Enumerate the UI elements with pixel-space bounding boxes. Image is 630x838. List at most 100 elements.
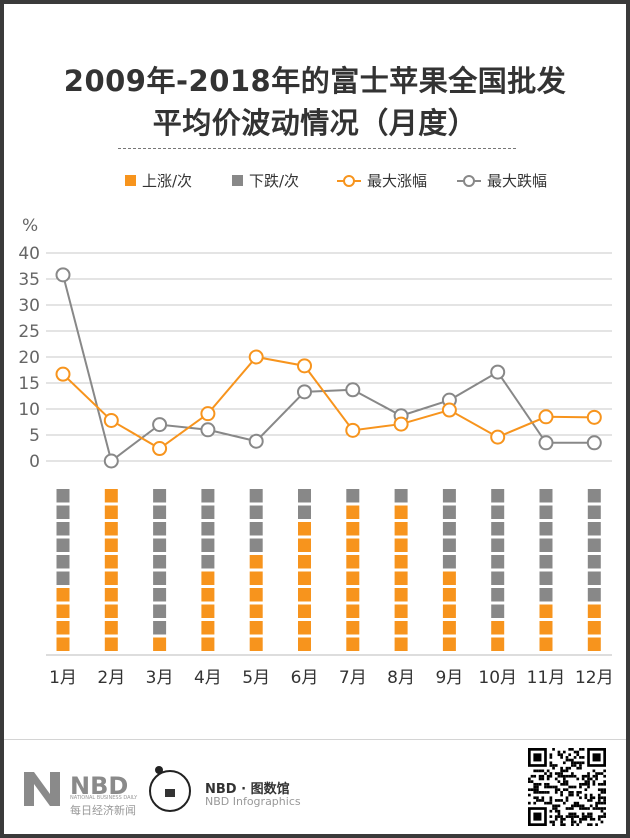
qr-module bbox=[576, 801, 580, 805]
qr-module bbox=[581, 761, 585, 765]
bar-segment-up bbox=[298, 571, 311, 585]
qr-module bbox=[576, 791, 580, 794]
legend-up-times: 上涨/次 bbox=[125, 170, 192, 191]
qr-code-icon[interactable] bbox=[528, 748, 606, 826]
qr-module bbox=[603, 774, 606, 778]
nbd-logo-icon bbox=[24, 772, 60, 806]
qr-module bbox=[589, 799, 593, 802]
qr-module bbox=[560, 815, 563, 818]
bar-segment-up bbox=[539, 604, 553, 618]
qr-module bbox=[571, 758, 574, 762]
qr-module bbox=[581, 777, 585, 781]
qr-module bbox=[579, 785, 582, 789]
qr-module bbox=[536, 799, 539, 802]
qr-module bbox=[568, 785, 572, 789]
point-max-fall bbox=[538, 435, 554, 451]
x-tick-label: 9月 bbox=[435, 668, 463, 688]
qr-module bbox=[554, 788, 558, 792]
qr-module bbox=[568, 815, 572, 818]
qr-module bbox=[584, 815, 588, 818]
bar-segment-down bbox=[153, 588, 167, 602]
qr-module bbox=[544, 772, 547, 775]
qr-module bbox=[568, 758, 572, 762]
bar-segment-up bbox=[539, 621, 553, 635]
bar-segment-up bbox=[298, 555, 311, 569]
y-tick-label: 30 bbox=[18, 296, 40, 316]
qr-module bbox=[568, 753, 572, 757]
bar-segment-down bbox=[491, 555, 505, 569]
qr-module bbox=[587, 772, 590, 775]
qr-module bbox=[533, 801, 537, 805]
point-max-rise bbox=[297, 358, 312, 374]
x-tick-label: 11月 bbox=[527, 668, 566, 688]
qr-module bbox=[544, 801, 547, 805]
qr-module bbox=[573, 750, 577, 754]
bar-segment-up bbox=[201, 571, 215, 585]
bar-segment-down bbox=[587, 588, 601, 602]
bar-segment-up bbox=[442, 637, 456, 651]
qr-module bbox=[573, 820, 577, 824]
bar-segment-down bbox=[153, 555, 167, 569]
qr-module bbox=[541, 796, 545, 800]
qr-module bbox=[579, 820, 582, 824]
bar-segment-down bbox=[201, 505, 215, 519]
bar-segment-up bbox=[394, 588, 408, 602]
bar-segment-down bbox=[249, 538, 263, 552]
bar-segment-up bbox=[587, 637, 601, 651]
qr-module bbox=[571, 764, 574, 767]
qr-module bbox=[592, 780, 596, 783]
qr-module bbox=[533, 769, 537, 773]
qr-module bbox=[573, 756, 577, 759]
bar-segment-down bbox=[153, 505, 167, 519]
qr-module bbox=[549, 772, 553, 775]
nbd-wordmark: NBD bbox=[70, 772, 129, 800]
qr-module bbox=[571, 817, 574, 821]
qr-module bbox=[538, 769, 542, 773]
qr-module bbox=[565, 782, 569, 786]
qr-module bbox=[560, 799, 563, 802]
bar-segment-up bbox=[346, 637, 360, 651]
qr-module bbox=[584, 782, 588, 786]
qr-module bbox=[579, 782, 582, 786]
x-tick-label: 1月 bbox=[49, 668, 77, 688]
qr-module bbox=[541, 777, 545, 781]
qr-module bbox=[584, 788, 588, 792]
qr-module bbox=[592, 782, 596, 786]
bar-segment-down bbox=[587, 538, 601, 552]
qr-module bbox=[536, 782, 539, 786]
qr-module bbox=[533, 796, 537, 800]
point-max-rise bbox=[55, 366, 71, 382]
nbd-english-name: NATIONAL BUSINESS DAILY bbox=[70, 795, 138, 801]
bar-segment-up bbox=[442, 588, 456, 602]
bar-segment-down bbox=[56, 489, 70, 503]
qr-module bbox=[584, 774, 588, 778]
point-max-rise bbox=[103, 412, 119, 428]
bar-segment-up bbox=[104, 571, 118, 585]
x-tick-label: 4月 bbox=[194, 668, 222, 688]
qr-module bbox=[557, 799, 561, 802]
qr-module bbox=[562, 780, 566, 783]
qr-module bbox=[562, 782, 566, 786]
qr-module bbox=[552, 820, 555, 824]
bar-segment-up bbox=[442, 571, 456, 585]
qr-module bbox=[600, 796, 604, 800]
bar-segment-down bbox=[249, 522, 263, 536]
bar-segment-up bbox=[298, 588, 311, 602]
qr-module bbox=[584, 817, 588, 821]
qr-module bbox=[554, 785, 558, 789]
qr-module bbox=[597, 788, 601, 792]
bar-segment-down bbox=[56, 538, 70, 552]
qr-module bbox=[581, 807, 585, 810]
qr-module bbox=[571, 804, 574, 808]
qr-module bbox=[592, 796, 596, 800]
qr-module bbox=[562, 801, 566, 805]
bar-segment-up bbox=[394, 538, 408, 552]
x-tick-label: 7月 bbox=[339, 668, 367, 688]
qr-module bbox=[581, 756, 585, 759]
qr-module bbox=[549, 785, 553, 789]
qr-module bbox=[546, 801, 550, 805]
bar-segment-down bbox=[394, 489, 408, 503]
qr-module bbox=[576, 815, 580, 818]
qr-module bbox=[571, 748, 574, 751]
bar-segment-down bbox=[56, 571, 70, 585]
